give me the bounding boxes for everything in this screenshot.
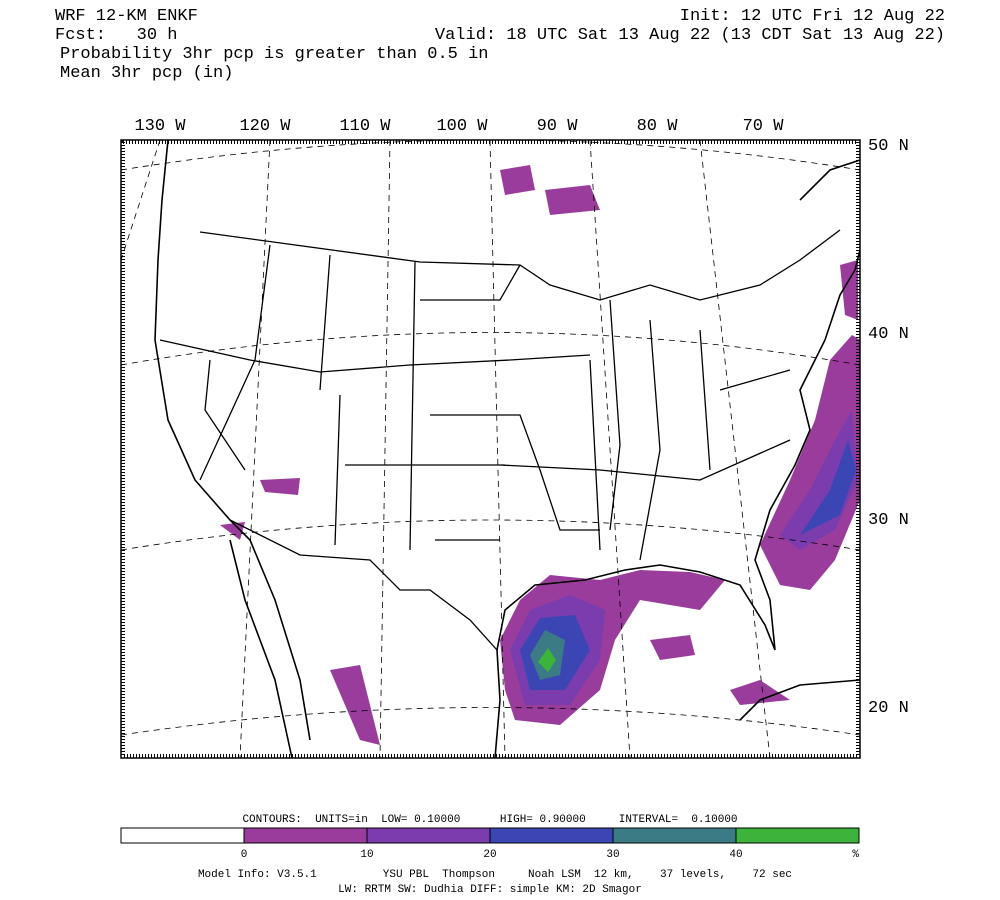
model-title: WRF 12-KM ENKF	[55, 7, 198, 26]
map-ticks	[121, 140, 860, 758]
colorbar-segment	[612, 827, 737, 844]
latitude-label: 30 N	[868, 511, 909, 530]
longitude-label: 110 W	[339, 117, 391, 136]
colorbar-label: %	[852, 849, 859, 861]
longitude-label: 90 W	[537, 117, 579, 136]
contour-info: CONTOURS: UNITS=in LOW= 0.10000 HIGH= 0.…	[242, 814, 737, 826]
init-time: Init: 12 UTC Fri 12 Aug 22	[680, 7, 945, 26]
model-info: Model Info: V3.5.1 YSU PBL Thompson Noah…	[198, 869, 792, 881]
latitude-label: 20 N	[868, 699, 909, 718]
colorbar-label: 10	[360, 849, 373, 861]
colorbar-segment	[120, 827, 245, 844]
longitude-label: 80 W	[637, 117, 679, 136]
latitude-label: 40 N	[868, 325, 909, 344]
colorbar-segment	[366, 827, 491, 844]
longitude-label: 70 W	[743, 117, 785, 136]
map-frame	[120, 139, 861, 759]
longitude-label: 100 W	[436, 117, 488, 136]
colorbar-label: 40	[729, 849, 742, 861]
colorbar-segment	[735, 827, 860, 844]
map	[120, 139, 861, 759]
graticule	[121, 140, 860, 758]
colorbar: 0 10 20 30 40%	[120, 827, 860, 861]
precip-area	[800, 440, 856, 535]
field-title: Mean 3hr pcp (in)	[60, 64, 233, 83]
forecast-hour: Fcst: 30 h	[55, 26, 177, 45]
longitude-label: 120 W	[239, 117, 291, 136]
latitude-label: 50 N	[868, 137, 909, 156]
colorbar-segment	[489, 827, 614, 844]
valid-time: Valid: 18 UTC Sat 13 Aug 22 (13 CDT Sat …	[435, 26, 945, 45]
latitude-labels: 50 N 40 N 30 N 20 N	[868, 137, 909, 718]
colorbar-label: 0	[241, 849, 248, 861]
longitude-label: 130 W	[134, 117, 186, 136]
precip-area	[538, 648, 556, 672]
colorbar-label: 30	[606, 849, 619, 861]
colorbar-segment	[243, 827, 368, 844]
coastline	[154, 140, 860, 758]
state-border	[159, 229, 841, 651]
field-title: Probability 3hr pcp is greater than 0.5 …	[60, 45, 488, 64]
model-info: LW: RRTM SW: Dudhia DIFF: simple KM: 2D …	[338, 884, 642, 896]
longitude-labels: 130 W 120 W 110 W 100 W 90 W 80 W 70 W	[134, 117, 784, 136]
colorbar-label: 20	[483, 849, 496, 861]
